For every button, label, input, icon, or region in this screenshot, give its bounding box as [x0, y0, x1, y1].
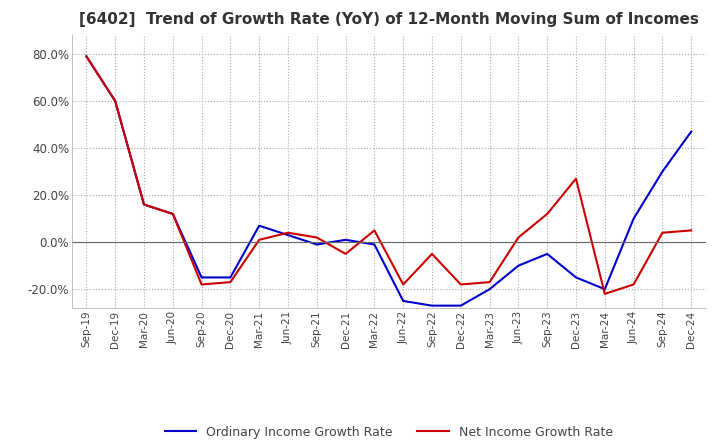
- Net Income Growth Rate: [312, 235, 321, 240]
- Ordinary Income Growth Rate: [600, 286, 609, 292]
- Net Income Growth Rate: [600, 291, 609, 297]
- Ordinary Income Growth Rate: [284, 232, 292, 238]
- Ordinary Income Growth Rate: [428, 303, 436, 308]
- Ordinary Income Growth Rate: [543, 251, 552, 257]
- Ordinary Income Growth Rate: [341, 237, 350, 242]
- Net Income Growth Rate: [168, 211, 177, 216]
- Net Income Growth Rate: [370, 228, 379, 233]
- Ordinary Income Growth Rate: [226, 275, 235, 280]
- Net Income Growth Rate: [255, 237, 264, 242]
- Ordinary Income Growth Rate: [629, 216, 638, 221]
- Net Income Growth Rate: [543, 211, 552, 216]
- Legend: Ordinary Income Growth Rate, Net Income Growth Rate: Ordinary Income Growth Rate, Net Income …: [160, 421, 618, 440]
- Ordinary Income Growth Rate: [197, 275, 206, 280]
- Ordinary Income Growth Rate: [687, 129, 696, 134]
- Ordinary Income Growth Rate: [255, 223, 264, 228]
- Net Income Growth Rate: [111, 99, 120, 104]
- Ordinary Income Growth Rate: [514, 263, 523, 268]
- Net Income Growth Rate: [341, 251, 350, 257]
- Net Income Growth Rate: [226, 279, 235, 285]
- Ordinary Income Growth Rate: [456, 303, 465, 308]
- Ordinary Income Growth Rate: [370, 242, 379, 247]
- Net Income Growth Rate: [658, 230, 667, 235]
- Ordinary Income Growth Rate: [572, 275, 580, 280]
- Ordinary Income Growth Rate: [82, 54, 91, 59]
- Ordinary Income Growth Rate: [111, 99, 120, 104]
- Ordinary Income Growth Rate: [485, 286, 494, 292]
- Net Income Growth Rate: [284, 230, 292, 235]
- Ordinary Income Growth Rate: [658, 169, 667, 174]
- Title: [6402]  Trend of Growth Rate (YoY) of 12-Month Moving Sum of Incomes: [6402] Trend of Growth Rate (YoY) of 12-…: [79, 12, 698, 27]
- Net Income Growth Rate: [572, 176, 580, 181]
- Net Income Growth Rate: [687, 228, 696, 233]
- Ordinary Income Growth Rate: [312, 242, 321, 247]
- Line: Net Income Growth Rate: Net Income Growth Rate: [86, 56, 691, 294]
- Line: Ordinary Income Growth Rate: Ordinary Income Growth Rate: [86, 56, 691, 306]
- Net Income Growth Rate: [629, 282, 638, 287]
- Net Income Growth Rate: [485, 279, 494, 285]
- Net Income Growth Rate: [140, 202, 148, 207]
- Net Income Growth Rate: [514, 235, 523, 240]
- Ordinary Income Growth Rate: [140, 202, 148, 207]
- Net Income Growth Rate: [456, 282, 465, 287]
- Ordinary Income Growth Rate: [399, 298, 408, 304]
- Ordinary Income Growth Rate: [168, 211, 177, 216]
- Net Income Growth Rate: [428, 251, 436, 257]
- Net Income Growth Rate: [197, 282, 206, 287]
- Net Income Growth Rate: [399, 282, 408, 287]
- Net Income Growth Rate: [82, 54, 91, 59]
